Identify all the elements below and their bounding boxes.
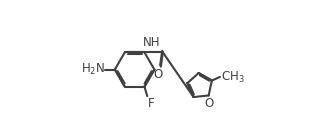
Text: F: F [148,97,155,110]
Text: O: O [154,68,163,81]
Text: CH$_3$: CH$_3$ [221,70,245,85]
Text: O: O [205,97,214,110]
Text: NH: NH [143,36,161,49]
Text: H$_2$N: H$_2$N [81,62,104,77]
